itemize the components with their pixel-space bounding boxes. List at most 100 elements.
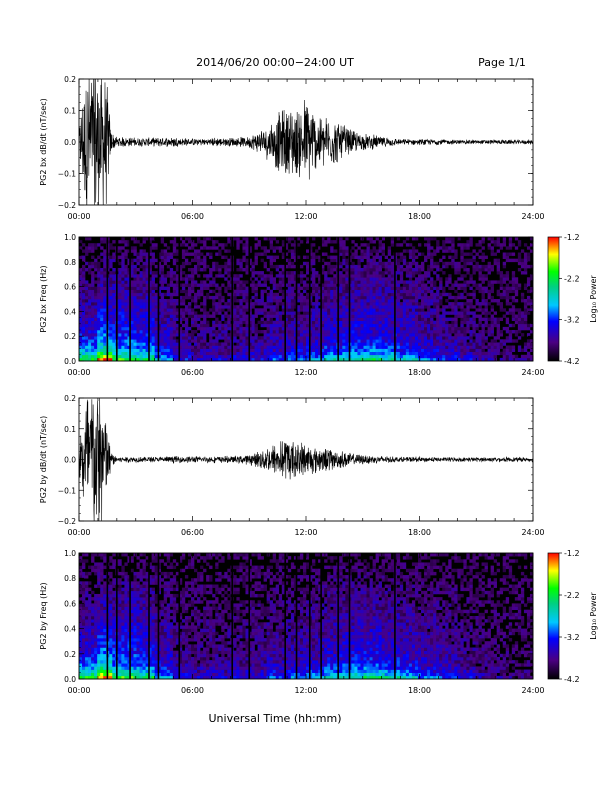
spectrogram-cell	[203, 357, 207, 362]
spectrogram-cell	[284, 339, 289, 343]
spectrogram-cell	[327, 286, 331, 290]
spectrogram-cell	[345, 280, 349, 284]
spectrogram-cell	[396, 295, 401, 300]
spectrogram-cell	[175, 302, 180, 306]
spectrogram-cell	[312, 289, 316, 294]
spectrogram-cell	[436, 339, 440, 343]
spectrogram-cell	[160, 240, 165, 244]
spectrogram-cell	[427, 314, 431, 318]
spectrogram-cell	[79, 317, 83, 321]
spectrogram-cell	[339, 348, 343, 352]
spectrogram-cell	[454, 354, 458, 359]
spectrogram-cell	[378, 283, 382, 287]
spectrogram-cell	[411, 289, 416, 294]
spectrogram-cell	[215, 345, 219, 349]
spectrogram-cell	[469, 292, 473, 297]
spectrogram-cell	[254, 246, 258, 250]
spectrogram-cell	[342, 258, 346, 263]
spectrogram-cell	[523, 348, 528, 352]
spectrogram-cell	[496, 289, 501, 294]
spectrogram-cell	[197, 342, 201, 346]
spectrogram-cell	[278, 323, 283, 328]
spectrogram-cell	[321, 326, 325, 331]
spectrogram-cell	[224, 339, 228, 343]
spectrogram-cell	[194, 252, 198, 256]
spectrogram-cell	[281, 292, 286, 297]
spectrogram-cell	[100, 342, 104, 346]
spectrogram-cell	[85, 311, 89, 315]
spectrogram-cell	[351, 292, 355, 297]
spectrogram-cell	[411, 345, 416, 349]
spectrogram-cell	[433, 302, 437, 306]
spectrogram-cell	[411, 280, 416, 284]
spectrogram-cell	[251, 323, 255, 328]
spectrogram-cell	[133, 246, 137, 250]
spectrogram-cell	[505, 317, 510, 321]
spectrogram-cell	[299, 330, 304, 334]
spectrogram-cell	[184, 326, 189, 331]
spectrogram-cell	[175, 308, 180, 312]
spectrogram-cell	[218, 326, 222, 331]
spectrogram-cell	[133, 336, 137, 340]
spectrogram-cell	[414, 283, 419, 287]
spectrogram-cell	[157, 320, 162, 325]
spectrogram-cell	[145, 302, 149, 306]
spectrogram-cell	[121, 271, 125, 275]
spectrogram-cell	[245, 348, 249, 352]
spectrogram-cell	[372, 246, 376, 250]
spectrogram-cell	[245, 308, 249, 312]
spectrogram-cell	[187, 302, 192, 306]
spectrogram-cell	[411, 326, 416, 331]
spectrogram-cell	[490, 317, 494, 321]
spectrogram-cell	[424, 274, 428, 278]
spectrogram-cell	[172, 271, 177, 275]
spectrogram-cell	[487, 323, 491, 328]
spectrogram-cell	[287, 286, 292, 290]
spectrogram-cell	[136, 258, 140, 263]
spectrogram-cell	[127, 277, 131, 281]
spectrogram-cell	[127, 357, 131, 362]
spectrogram-cell	[263, 357, 267, 362]
spectrogram-cell	[290, 280, 295, 284]
spectrogram-cell	[181, 255, 186, 259]
spectrogram-cell	[487, 271, 491, 275]
spectrogram-cell	[100, 311, 104, 315]
spectrogram-cell	[109, 280, 113, 284]
spectrogram-cell	[263, 261, 267, 266]
spectrogram-cell	[112, 326, 116, 331]
spectrogram-cell	[272, 295, 277, 300]
spectrogram-cell	[472, 292, 476, 297]
spectrogram-cell	[345, 258, 349, 263]
spectrogram-cell	[121, 333, 125, 337]
spectrogram-cell	[396, 243, 401, 247]
spectrogram-cell	[103, 345, 107, 349]
spectrogram-cell	[212, 314, 216, 318]
spectrogram-cell	[139, 302, 143, 306]
spectrogram-cell	[402, 348, 407, 352]
spectrogram-cell	[306, 326, 310, 331]
spectrogram-cell	[451, 295, 455, 300]
spectrogram-cell	[327, 292, 331, 297]
spectrogram-cell	[472, 311, 476, 315]
spectrogram-cell	[430, 333, 434, 337]
spectrogram-cell	[390, 320, 395, 325]
spectrogram-cell	[136, 357, 140, 362]
spectrogram-cell	[248, 351, 252, 356]
spectrogram-cell	[351, 342, 355, 346]
spectrogram-cell	[224, 249, 228, 253]
spectrogram-cell	[324, 302, 328, 306]
spectrogram-cell	[351, 305, 355, 309]
data-gap-line	[148, 237, 150, 361]
spectrogram-cell	[227, 302, 231, 306]
spectrogram-cell	[357, 283, 361, 287]
spectrogram-cell	[369, 286, 373, 290]
spectrogram-cell	[187, 283, 192, 287]
spectrogram-cell	[148, 240, 152, 244]
spectrogram-cell	[508, 357, 513, 362]
spectrogram-cell	[145, 292, 149, 297]
spectrogram-cell	[351, 295, 355, 300]
spectrogram-cell	[224, 302, 228, 306]
spectrogram-cell	[215, 286, 219, 290]
spectrogram-cell	[124, 240, 128, 244]
spectrogram-cell	[293, 292, 298, 297]
